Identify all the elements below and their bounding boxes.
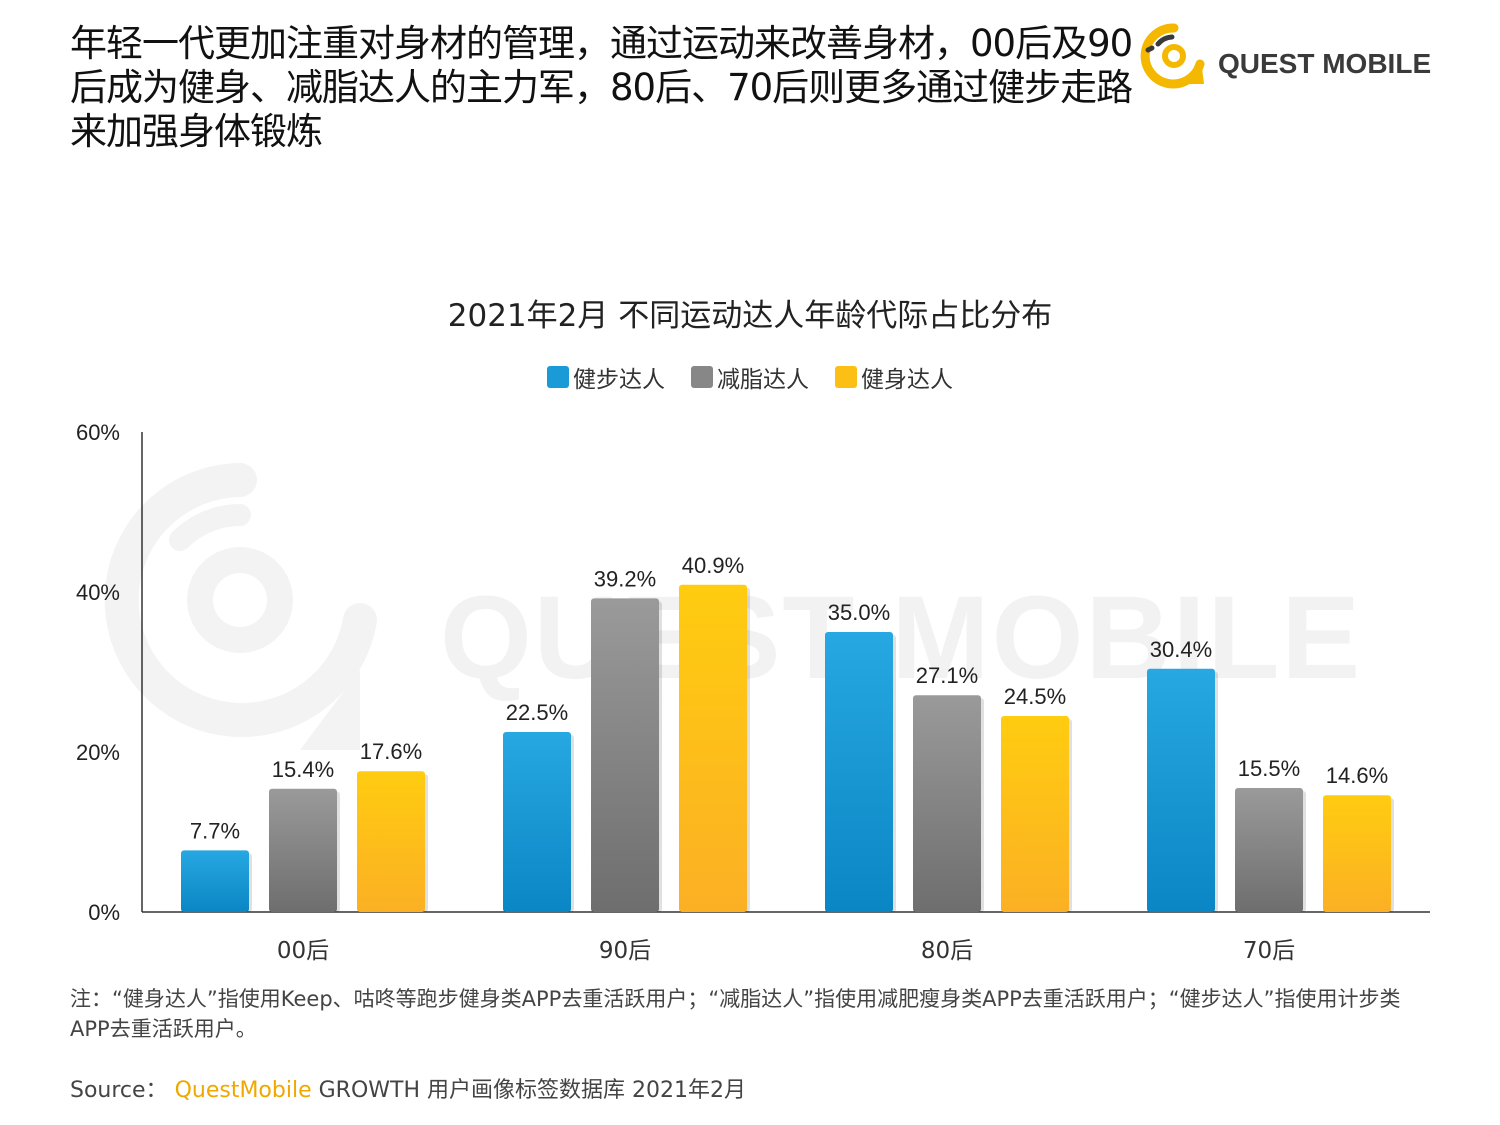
bar xyxy=(591,598,659,912)
data-label: 14.6% xyxy=(1326,763,1388,788)
y-tick-label: 20% xyxy=(76,740,120,765)
source-line: Source： QuestMobile GROWTH 用户画像标签数据库 202… xyxy=(70,1072,746,1104)
data-label: 7.7% xyxy=(190,818,240,843)
data-label: 15.5% xyxy=(1238,756,1300,781)
bar xyxy=(1235,788,1303,912)
x-tick-label: 70后 xyxy=(1243,938,1295,964)
data-label: 15.4% xyxy=(272,757,334,782)
data-label: 27.1% xyxy=(916,663,978,688)
source-text: GROWTH 用户画像标签数据库 2021年2月 xyxy=(318,1078,746,1103)
data-label: 17.6% xyxy=(360,739,422,764)
legend-swatch-walking xyxy=(547,366,569,388)
legend-item-fitness: 健身达人 xyxy=(835,360,953,394)
bar xyxy=(503,732,571,912)
data-label: 39.2% xyxy=(594,566,656,591)
data-label: 40.9% xyxy=(682,553,744,578)
chart-legend: 健步达人 减脂达人 健身达人 xyxy=(0,360,1500,394)
x-tick-label: 80后 xyxy=(921,938,973,964)
bar xyxy=(1001,716,1069,912)
source-label: Source： xyxy=(70,1078,168,1103)
bar xyxy=(679,584,747,912)
legend-label-fitness: 健身达人 xyxy=(861,367,953,393)
x-tick-label: 90后 xyxy=(599,938,651,964)
data-label: 24.5% xyxy=(1004,684,1066,709)
y-tick-label: 60% xyxy=(76,420,120,445)
legend-item-walking: 健步达人 xyxy=(547,360,665,394)
headline: 年轻一代更加注重对身材的管理，通过运动来改善身材，00后及90后成为健身、减脂达… xyxy=(70,22,1133,153)
bar xyxy=(181,850,249,912)
legend-label-fat-loss: 减脂达人 xyxy=(717,367,809,393)
quest-mobile-logo-icon xyxy=(1140,23,1205,89)
data-label: 35.0% xyxy=(828,600,890,625)
bar xyxy=(1147,668,1215,912)
legend-label-walking: 健步达人 xyxy=(573,367,665,393)
y-tick-label: 40% xyxy=(76,580,120,605)
bar xyxy=(269,788,337,912)
bar xyxy=(825,632,893,912)
bar xyxy=(1323,795,1391,912)
quest-mobile-logo: QUEST MOBILE xyxy=(1136,20,1436,90)
bar xyxy=(357,771,425,912)
legend-swatch-fat-loss xyxy=(691,366,713,388)
footnote: 注：“健身达人”指使用Keep、咕咚等跑步健身类APP去重活跃用户；“减脂达人”… xyxy=(70,987,1401,1041)
source-brand: QuestMobile xyxy=(174,1078,312,1103)
legend-item-fat-loss: 减脂达人 xyxy=(691,360,809,394)
chart-title: 2021年2月 不同运动达人年龄代际占比分布 xyxy=(447,298,1053,334)
data-label: 30.4% xyxy=(1150,637,1212,662)
logo-text: QUEST MOBILE xyxy=(1218,48,1432,79)
bar xyxy=(913,695,981,912)
x-tick-label: 00后 xyxy=(277,938,329,964)
data-label: 22.5% xyxy=(506,700,568,725)
legend-swatch-fitness xyxy=(835,366,857,388)
y-tick-label: 0% xyxy=(88,900,120,925)
